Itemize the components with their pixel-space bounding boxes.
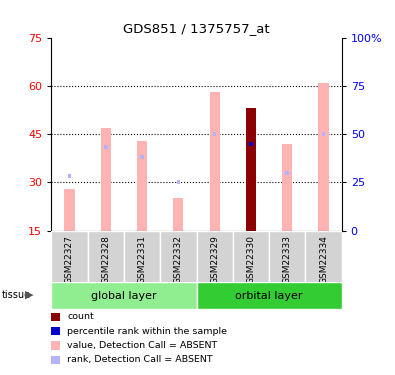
Text: GSM22331: GSM22331 bbox=[137, 235, 147, 284]
Bar bbox=[246, 108, 256, 231]
Bar bbox=[249, 142, 253, 146]
Text: count: count bbox=[67, 312, 94, 321]
Bar bbox=[51, 231, 88, 283]
Bar bbox=[68, 174, 71, 178]
Bar bbox=[101, 128, 111, 231]
Text: percentile rank within the sample: percentile rank within the sample bbox=[67, 327, 227, 336]
Text: rank, Detection Call = ABSENT: rank, Detection Call = ABSENT bbox=[67, 355, 213, 364]
Text: GSM22334: GSM22334 bbox=[319, 235, 328, 284]
Bar bbox=[51, 282, 197, 309]
Bar bbox=[137, 141, 147, 231]
Text: orbital layer: orbital layer bbox=[235, 291, 303, 301]
Bar bbox=[197, 231, 233, 283]
Bar bbox=[160, 231, 197, 283]
Bar bbox=[173, 198, 183, 231]
Text: GSM22327: GSM22327 bbox=[65, 235, 74, 284]
Bar bbox=[286, 171, 289, 175]
Bar bbox=[210, 92, 220, 231]
Text: GSM22333: GSM22333 bbox=[283, 235, 292, 284]
Text: ▶: ▶ bbox=[25, 290, 34, 300]
Text: tissue: tissue bbox=[2, 290, 31, 300]
Bar bbox=[213, 132, 216, 136]
Bar bbox=[282, 144, 292, 231]
Text: value, Detection Call = ABSENT: value, Detection Call = ABSENT bbox=[67, 341, 217, 350]
Bar bbox=[197, 282, 342, 309]
Text: GSM22332: GSM22332 bbox=[174, 235, 183, 284]
Bar bbox=[233, 231, 269, 283]
Text: global layer: global layer bbox=[91, 291, 157, 301]
Bar bbox=[246, 108, 256, 231]
Bar bbox=[104, 145, 107, 149]
Bar bbox=[318, 82, 329, 231]
Text: GSM22329: GSM22329 bbox=[210, 235, 219, 284]
Bar bbox=[140, 154, 144, 159]
Bar bbox=[64, 189, 75, 231]
Bar bbox=[305, 231, 342, 283]
Text: GSM22328: GSM22328 bbox=[101, 235, 110, 284]
Bar bbox=[177, 180, 180, 184]
Title: GDS851 / 1375757_at: GDS851 / 1375757_at bbox=[123, 22, 270, 35]
Bar bbox=[124, 231, 160, 283]
Text: GSM22330: GSM22330 bbox=[246, 235, 256, 284]
Bar bbox=[322, 132, 325, 136]
Bar bbox=[269, 231, 305, 283]
Bar bbox=[88, 231, 124, 283]
